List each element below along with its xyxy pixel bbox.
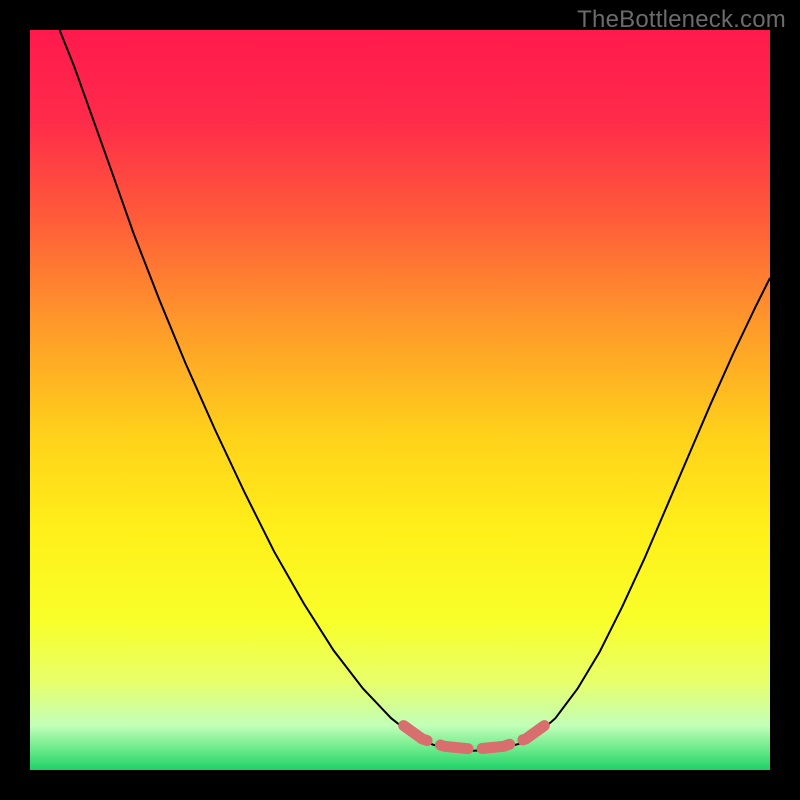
chart-svg — [30, 30, 770, 770]
plot-area — [30, 30, 770, 770]
chart-frame: TheBottleneck.com — [0, 0, 800, 800]
watermark-text: TheBottleneck.com — [577, 6, 786, 34]
gradient-background — [30, 30, 770, 770]
